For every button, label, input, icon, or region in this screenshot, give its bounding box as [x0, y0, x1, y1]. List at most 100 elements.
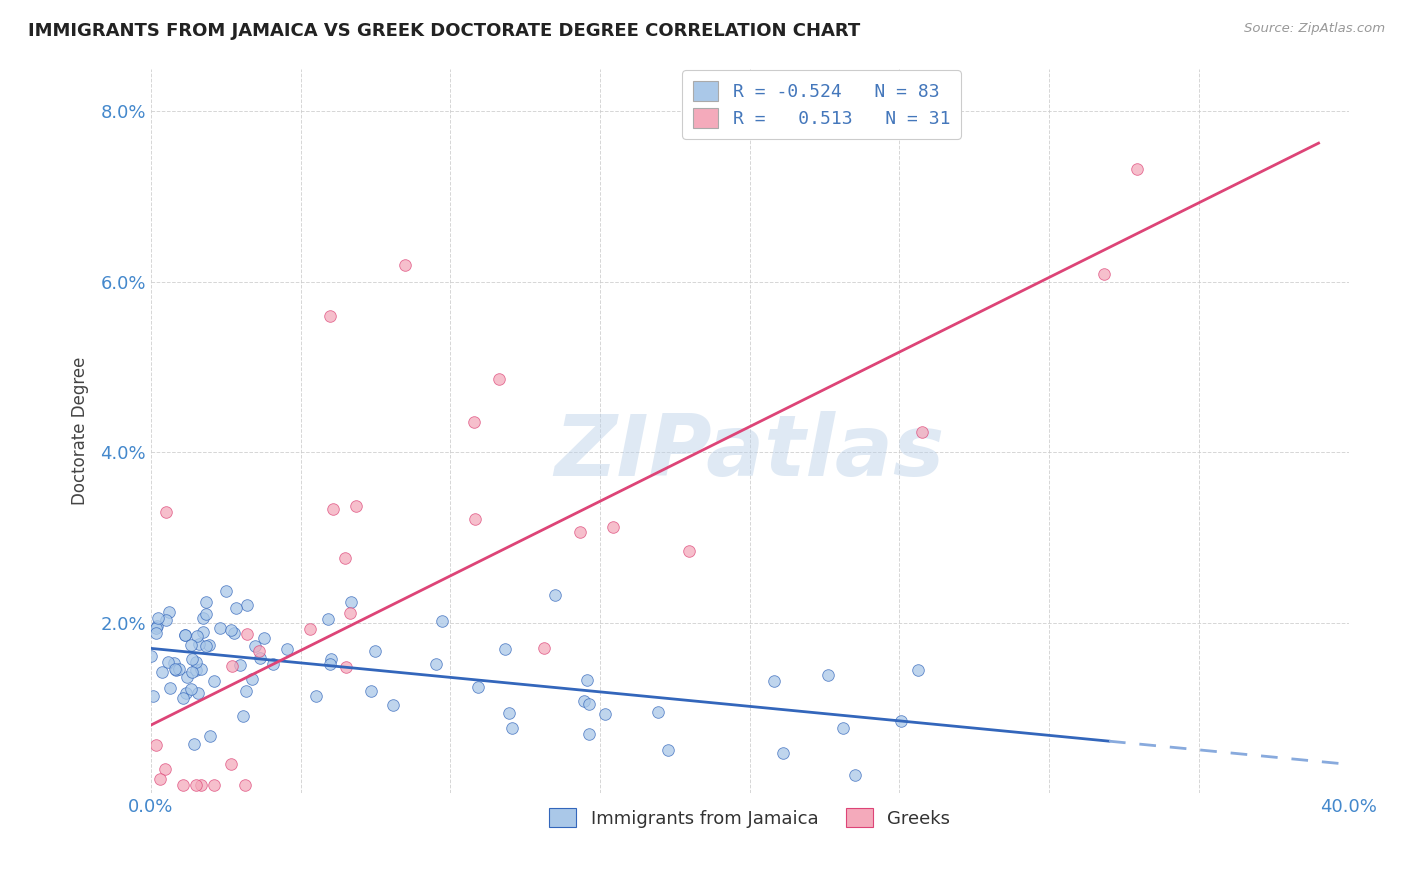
Point	[191, 611, 214, 625]
Point	[163, 657, 186, 671]
Point	[319, 309, 342, 323]
Point	[156, 655, 179, 669]
Point	[184, 663, 207, 677]
Point	[247, 644, 270, 658]
Point	[197, 638, 219, 652]
Point	[647, 706, 669, 720]
Point	[240, 672, 263, 686]
Point	[145, 621, 167, 635]
Point	[208, 621, 231, 635]
Text: Source: ZipAtlas.com: Source: ZipAtlas.com	[1244, 22, 1385, 36]
Point	[488, 371, 510, 385]
Point	[172, 778, 194, 792]
Point	[578, 698, 600, 712]
Point	[186, 629, 208, 643]
Point	[174, 686, 197, 700]
Point	[360, 683, 382, 698]
Point	[575, 673, 598, 688]
Point	[467, 680, 489, 694]
Point	[340, 595, 363, 609]
Point	[149, 772, 172, 786]
Point	[221, 757, 243, 772]
Point	[188, 637, 211, 651]
Point	[1092, 267, 1115, 281]
Point	[831, 721, 853, 735]
Point	[243, 639, 266, 653]
Point	[222, 625, 245, 640]
Point	[184, 778, 207, 792]
Point	[593, 706, 616, 721]
Point	[253, 631, 276, 645]
Point	[763, 673, 786, 688]
Point	[364, 644, 387, 658]
Point	[146, 610, 169, 624]
Point	[322, 501, 344, 516]
Point	[494, 641, 516, 656]
Point	[180, 638, 202, 652]
Point	[235, 684, 257, 698]
Point	[299, 622, 322, 636]
Point	[183, 738, 205, 752]
Point	[187, 686, 209, 700]
Point	[335, 659, 357, 673]
Point	[262, 657, 284, 672]
Point	[190, 778, 212, 792]
Point	[249, 650, 271, 665]
Point	[176, 670, 198, 684]
Point	[911, 425, 934, 440]
Point	[464, 511, 486, 525]
Point	[572, 694, 595, 708]
Point	[233, 778, 256, 792]
Legend: Immigrants from Jamaica, Greeks: Immigrants from Jamaica, Greeks	[543, 801, 957, 835]
Text: ZIPatlas: ZIPatlas	[554, 411, 945, 494]
Point	[155, 505, 177, 519]
Point	[907, 663, 929, 677]
Point	[184, 655, 207, 669]
Point	[276, 641, 298, 656]
Point	[157, 605, 180, 619]
Point	[145, 626, 167, 640]
Point	[174, 628, 197, 642]
Point	[344, 499, 367, 513]
Point	[172, 691, 194, 706]
Point	[569, 524, 592, 539]
Y-axis label: Doctorate Degree: Doctorate Degree	[72, 357, 89, 505]
Point	[772, 746, 794, 760]
Point	[333, 550, 356, 565]
Point	[430, 614, 453, 628]
Point	[195, 639, 218, 653]
Point	[190, 662, 212, 676]
Point	[890, 714, 912, 728]
Point	[319, 652, 342, 666]
Point	[501, 721, 523, 735]
Point	[236, 599, 259, 613]
Point	[146, 619, 169, 633]
Point	[305, 690, 328, 704]
Point	[139, 648, 162, 663]
Point	[602, 520, 624, 534]
Point	[167, 662, 190, 676]
Point	[229, 657, 252, 672]
Point	[155, 762, 177, 776]
Point	[221, 659, 243, 673]
Point	[191, 624, 214, 639]
Point	[195, 607, 218, 622]
Point	[159, 681, 181, 695]
Point	[533, 640, 555, 655]
Point	[202, 778, 225, 792]
Point	[155, 613, 177, 627]
Point	[319, 657, 342, 671]
Point	[232, 709, 254, 723]
Point	[463, 415, 485, 429]
Point	[578, 726, 600, 740]
Point	[678, 544, 700, 558]
Point	[145, 738, 167, 752]
Point	[394, 258, 416, 272]
Point	[215, 583, 238, 598]
Point	[165, 663, 187, 677]
Point	[181, 651, 204, 665]
Point	[498, 706, 520, 720]
Point	[657, 743, 679, 757]
Point	[174, 628, 197, 642]
Point	[817, 668, 839, 682]
